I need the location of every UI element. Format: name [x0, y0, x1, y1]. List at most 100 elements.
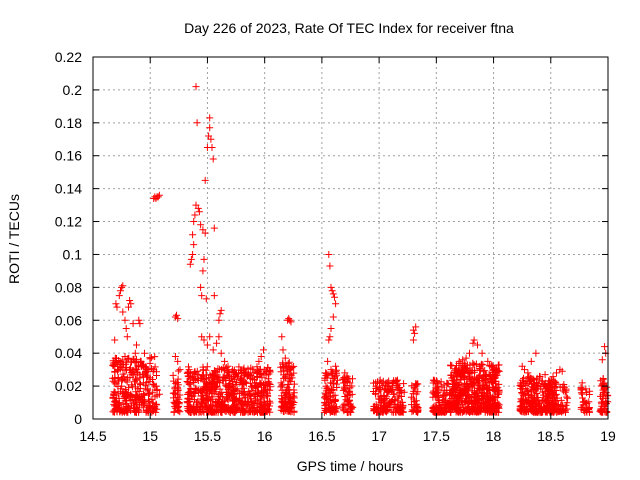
data-point: [260, 387, 267, 395]
data-point: [170, 377, 178, 385]
data-point: [472, 390, 480, 398]
data-point: [521, 408, 529, 416]
data-point: [412, 390, 420, 398]
data-point: [203, 374, 210, 382]
data-point: [602, 389, 610, 397]
data-point: [133, 391, 140, 399]
data-point: [137, 381, 144, 388]
data-point: [495, 380, 503, 388]
data-point: [262, 407, 270, 415]
data-point: [465, 406, 473, 414]
y-tick-label: 0.06: [55, 312, 82, 328]
data-point: [491, 392, 499, 400]
data-point: [466, 349, 473, 357]
data-point: [221, 357, 229, 365]
data-point: [196, 387, 204, 395]
data-point: [278, 333, 286, 341]
y-tick-label: 0.18: [55, 115, 82, 131]
data-point: [553, 394, 561, 402]
data-point: [411, 329, 419, 337]
data-point: [452, 408, 460, 416]
data-point: [277, 368, 285, 376]
data-point: [456, 386, 464, 394]
data-point: [408, 382, 416, 390]
data-point: [151, 363, 159, 371]
data-point: [517, 395, 525, 403]
data-point: [518, 383, 526, 390]
data-point: [230, 400, 238, 408]
data-point: [150, 366, 158, 374]
data-point: [118, 375, 126, 383]
data-point: [440, 381, 448, 389]
grid-lines: [93, 57, 608, 419]
data-point: [278, 386, 286, 394]
data-point: [531, 403, 539, 410]
data-point: [326, 333, 334, 341]
data-point: [466, 367, 474, 375]
data-point: [346, 391, 354, 399]
data-point: [326, 262, 334, 270]
data-point: [463, 376, 471, 384]
data-point: [196, 403, 204, 411]
data-point: [486, 362, 494, 370]
data-point: [461, 361, 469, 369]
data-point: [448, 362, 456, 370]
data-point: [330, 408, 338, 416]
data-point: [176, 391, 184, 399]
data-point: [224, 362, 232, 370]
data-point: [203, 405, 211, 413]
data-point: [114, 390, 122, 398]
data-point: [286, 366, 294, 374]
data-point: [144, 366, 152, 374]
data-point: [264, 398, 272, 405]
data-point: [206, 114, 214, 122]
data-point: [538, 408, 546, 416]
data-point: [202, 295, 210, 303]
y-tick-label: 0.1: [63, 246, 83, 262]
data-point: [119, 282, 127, 290]
data-point: [185, 408, 193, 416]
data-point: [218, 388, 226, 396]
data-point: [198, 292, 206, 300]
data-point: [478, 360, 486, 368]
data-point: [346, 384, 354, 392]
data-point: [524, 369, 532, 377]
data-point: [186, 403, 194, 411]
data-point: [527, 386, 535, 394]
data-point: [339, 386, 347, 394]
data-point: [469, 339, 477, 347]
data-point: [228, 378, 236, 385]
data-point: [447, 405, 455, 413]
data-point: [133, 375, 141, 383]
x-tick-label: 14.5: [79, 428, 106, 444]
x-tick-label: 18.5: [537, 428, 564, 444]
data-point: [139, 361, 147, 369]
data-point: [119, 370, 127, 378]
data-point: [244, 365, 252, 373]
data-point: [197, 408, 205, 416]
x-tick-labels: 14.5 15 15.5 16 16.5 17 17.5 18 18.5 19: [79, 428, 616, 444]
y-tick-label: 0.04: [55, 345, 82, 361]
data-point: [290, 408, 298, 416]
data-point: [398, 398, 406, 406]
data-point: [249, 369, 257, 377]
data-point: [484, 398, 492, 405]
y-tick-label: 0.02: [55, 378, 82, 394]
data-point: [543, 393, 551, 401]
data-point: [219, 373, 227, 381]
data-point: [516, 407, 524, 415]
data-point: [452, 369, 460, 377]
data-point: [518, 403, 526, 410]
data-point: [258, 406, 266, 414]
data-point: [443, 380, 451, 387]
data-point: [129, 320, 137, 328]
data-point: [376, 376, 384, 384]
data-point: [495, 388, 503, 396]
data-point: [257, 353, 265, 360]
data-point: [537, 382, 545, 390]
data-point: [258, 400, 266, 408]
data-point: [451, 365, 459, 373]
data-point: [119, 400, 127, 408]
data-point: [462, 354, 470, 362]
data-point: [262, 368, 270, 376]
